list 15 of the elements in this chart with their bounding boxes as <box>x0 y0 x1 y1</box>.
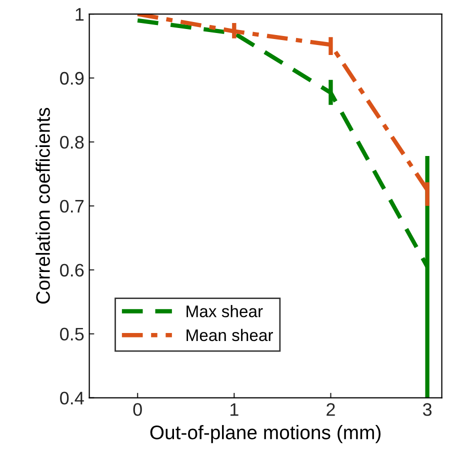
y-tick-label: 0.8 <box>60 136 84 149</box>
y-tick-label: 0.4 <box>60 392 84 405</box>
x-tick-label: 3 <box>422 403 432 416</box>
legend-label: Max shear <box>186 305 263 318</box>
x-tick-label: 2 <box>326 403 335 416</box>
x-tick-label: 0 <box>133 403 142 416</box>
y-tick-label: 0.6 <box>60 264 84 277</box>
y-tick-label: 0.5 <box>60 328 84 341</box>
x-tick-label: 1 <box>230 403 238 416</box>
y-tick-label: 1 <box>76 8 84 21</box>
y-axis-title: Correlation coefficients <box>36 108 50 304</box>
legend-label: Mean shear <box>186 328 273 342</box>
x-axis-title: Out-of-plane motions (mm) <box>150 425 381 444</box>
y-tick-label: 0.9 <box>60 72 84 85</box>
y-tick-label: 0.7 <box>60 200 84 213</box>
